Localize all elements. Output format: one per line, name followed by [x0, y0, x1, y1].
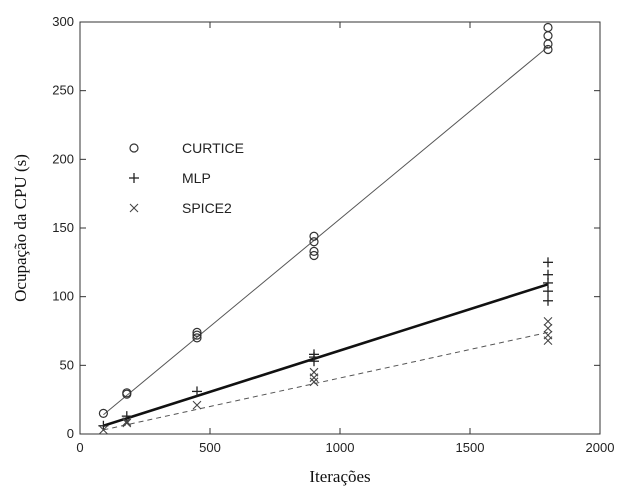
y-tick-label: 250 [52, 83, 74, 98]
mlp-point [543, 269, 553, 280]
curtice-point [98, 408, 109, 418]
mlp-legend-marker [129, 173, 139, 183]
x-axis-title: Iterações [309, 467, 370, 486]
curtice-point [309, 231, 319, 241]
plot-frame [79, 21, 601, 435]
spice2-point [309, 367, 319, 377]
x-tick-label: 1000 [326, 440, 355, 455]
curtice-point [192, 333, 202, 343]
data-markers [98, 22, 553, 435]
curtice-point [543, 31, 553, 41]
spice2-point [192, 400, 202, 410]
mlp-point [98, 420, 109, 431]
x-tick-label: 500 [199, 440, 221, 455]
curtice-legend-marker [129, 143, 139, 153]
legend: CURTICE MLP SPICE2 [129, 140, 244, 216]
y-tick-label: 50 [60, 357, 74, 372]
spice2-point [543, 330, 553, 340]
mlp-point [192, 386, 202, 397]
spice2-legend-marker [129, 203, 139, 213]
legend-label: MLP [182, 170, 211, 186]
mlp-point [121, 411, 132, 422]
x-tick-label: 2000 [586, 440, 615, 455]
y-tick-label: 300 [52, 14, 74, 29]
curtice-point [122, 388, 132, 398]
legend-label: CURTICE [182, 140, 244, 156]
y-tick-label: 100 [52, 289, 74, 304]
x-tick-label: 0 [76, 440, 83, 455]
curtice-point [192, 330, 202, 340]
curtice-point [192, 327, 202, 337]
spice2-fit-line [103, 331, 549, 431]
spice2-point [122, 418, 132, 428]
mlp-fit-line [103, 283, 549, 427]
curtice-fit-line [103, 46, 549, 416]
y-axis-title: Ocupação da CPU (s) [11, 154, 30, 302]
curtice-point [309, 246, 319, 256]
curtice-point [309, 250, 319, 261]
fit-lines [103, 46, 549, 431]
x-tick-label: 1500 [456, 440, 485, 455]
curtice-point [543, 22, 553, 33]
y-tick-label: 0 [67, 426, 74, 441]
y-tick-label: 200 [52, 151, 74, 166]
spice2-point [99, 425, 108, 435]
mlp-point [543, 295, 553, 306]
spice2-point [309, 377, 319, 387]
axis-ticks: 0 500 1000 1500 2000 0 50 100 150 200 250 300 [52, 14, 614, 455]
curtice-point [543, 44, 553, 55]
mlp-point [543, 257, 553, 268]
curtice-point [309, 237, 319, 247]
y-tick-label: 150 [52, 220, 74, 235]
spice2-point [543, 323, 553, 333]
spice2-point [543, 316, 553, 326]
legend-label: SPICE2 [182, 200, 232, 216]
mlp-point [309, 349, 319, 360]
spice2-point [122, 417, 132, 427]
